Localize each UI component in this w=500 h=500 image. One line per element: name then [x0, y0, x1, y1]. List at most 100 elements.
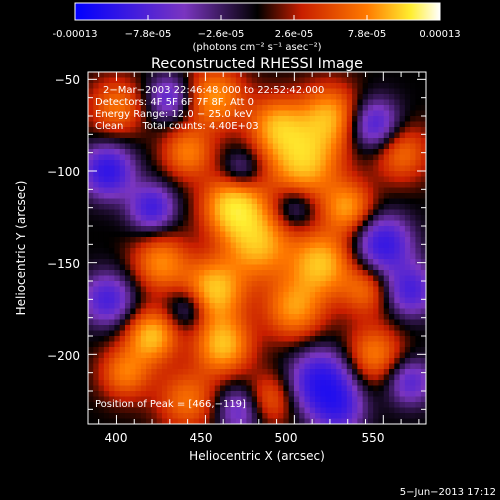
heatmap-cell [278, 127, 285, 134]
heatmap-cell [341, 407, 348, 414]
heatmap-cell [362, 83, 369, 90]
heatmap-cell [283, 237, 290, 244]
heatmap-cell [209, 132, 216, 139]
heatmap-cell [146, 402, 152, 409]
heatmap-cell [230, 204, 237, 211]
heatmap-cell [198, 297, 205, 304]
heatmap-cell [188, 248, 195, 255]
heatmap-cell [119, 374, 126, 381]
heatmap-cell [98, 330, 105, 337]
heatmap-cell [404, 292, 411, 299]
heatmap-cell [362, 325, 369, 332]
heatmap-cell [109, 231, 116, 238]
heatmap-cell [309, 402, 316, 409]
heatmap-cell [346, 413, 353, 420]
heatmap-cell [93, 209, 100, 216]
heatmap-cell [288, 347, 295, 354]
heatmap-cell [267, 99, 274, 106]
heatmap-cell [156, 259, 163, 266]
heatmap-cell [251, 286, 258, 293]
heatmap-cell [325, 275, 332, 282]
heatmap-cell [183, 308, 189, 315]
heatmap-cell [389, 94, 395, 101]
heatmap-cell [151, 176, 158, 183]
heatmap-cell [283, 209, 290, 216]
heatmap-cell [214, 105, 221, 112]
heatmap-cell [262, 204, 269, 211]
heatmap-cell [373, 292, 380, 299]
heatmap-cell [246, 242, 253, 249]
heatmap-cell [346, 149, 353, 156]
heatmap-cell [336, 275, 343, 282]
heatmap-cell [357, 402, 364, 409]
heatmap-cell [283, 396, 290, 403]
heatmap-cell [262, 286, 269, 293]
heatmap-cell [315, 242, 321, 249]
heatmap-cell [293, 259, 300, 266]
heatmap-cell [124, 264, 131, 271]
heatmap-cell [272, 396, 279, 403]
heatmap-cell [151, 127, 158, 134]
heatmap-cell [325, 407, 332, 414]
heatmap-cell [293, 413, 300, 420]
heatmap-cell [88, 270, 94, 277]
heatmap-cell [389, 242, 395, 249]
heatmap-cell [183, 132, 189, 139]
heatmap-cell [140, 143, 147, 150]
heatmap-cell [193, 380, 200, 387]
heatmap-cell [320, 303, 327, 310]
heatmap-cell [220, 231, 226, 238]
heatmap-cell [114, 380, 121, 387]
heatmap-cell [330, 363, 337, 370]
heatmap-cell [283, 308, 290, 315]
heatmap-cell [383, 132, 390, 139]
heatmap-cell [389, 396, 395, 403]
heatmap-cell [135, 347, 142, 354]
heatmap-cell [262, 358, 269, 365]
heatmap-cell [204, 253, 211, 260]
heatmap-cell [151, 303, 158, 310]
heatmap-cell [325, 77, 332, 84]
heatmap-cell [172, 352, 179, 359]
heatmap-cell [198, 182, 205, 189]
heatmap-cell [341, 385, 348, 392]
heatmap-cell [299, 116, 306, 123]
heatmap-cell [198, 231, 205, 238]
heatmap-cell [304, 242, 311, 249]
heatmap-cell [293, 176, 300, 183]
heatmap-cell [262, 325, 269, 332]
heatmap-cell [246, 182, 253, 189]
heatmap-cell [88, 308, 94, 315]
heatmap-cell [262, 391, 269, 398]
heatmap-cell [188, 352, 195, 359]
heatmap-cell [225, 380, 232, 387]
heatmap-cell [151, 231, 158, 238]
heatmap-cell [124, 72, 131, 79]
heatmap-cell [341, 176, 348, 183]
heatmap-cell [410, 226, 417, 233]
heatmap-cell [272, 160, 279, 167]
heatmap-cell [315, 204, 321, 211]
heatmap-cell [404, 380, 411, 387]
heatmap-cell [204, 94, 211, 101]
heatmap-cell [188, 385, 195, 392]
heatmap-cell [378, 380, 385, 387]
heatmap-cell [103, 77, 110, 84]
heatmap-cell [267, 325, 274, 332]
heatmap-cell [167, 143, 174, 150]
heatmap-cell [404, 303, 411, 310]
heatmap-cell [114, 418, 121, 424]
heatmap-cell [198, 402, 205, 409]
heatmap-cell [225, 275, 232, 282]
heatmap-cell [156, 407, 163, 414]
heatmap-cell [151, 198, 158, 205]
heatmap-cell [241, 231, 248, 238]
heatmap-cell [410, 314, 417, 321]
heatmap-cell [299, 110, 306, 117]
heatmap-cell [288, 209, 295, 216]
heatmap-cell [93, 143, 100, 150]
heatmap-cell [220, 105, 226, 112]
heatmap-cell [188, 83, 195, 90]
heatmap-cell [183, 374, 189, 381]
heatmap-cell [288, 281, 295, 288]
